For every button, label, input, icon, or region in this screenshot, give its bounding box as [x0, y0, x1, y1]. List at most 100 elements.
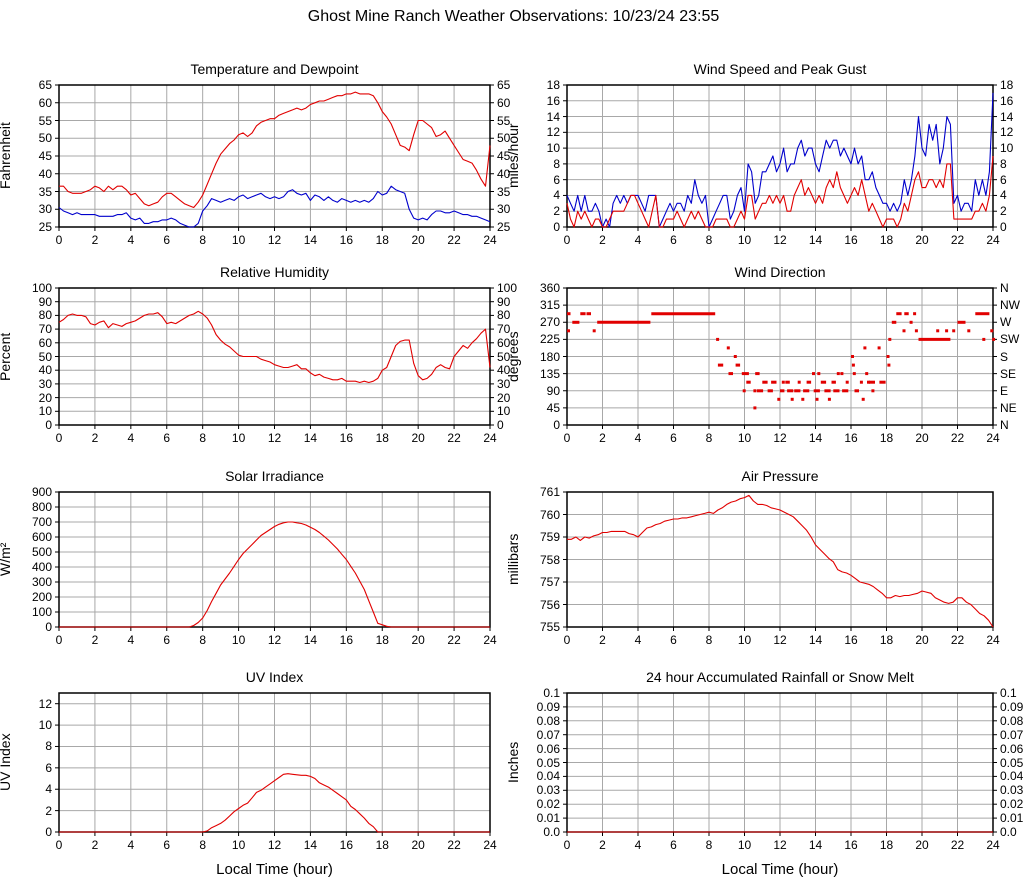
y-axis-label: Fahrenheit — [0, 122, 13, 190]
x-tick-label: 14 — [808, 431, 823, 445]
x-tick-label: 14 — [808, 233, 823, 247]
right-tick-label: 0.05 — [1000, 755, 1024, 770]
right-tick-label: N — [1000, 281, 1009, 295]
x-tick-label: 16 — [844, 431, 858, 445]
y-tick-label: 0.07 — [536, 727, 560, 742]
x-tick-label: 8 — [199, 838, 206, 852]
right-tick-label: 8 — [1000, 156, 1007, 171]
relative-humidity-chart: Relative Humidity Percent 0 2 4 6 8 10 12 14 16 1… — [0, 264, 517, 444]
right-tick-label: 0.07 — [1000, 727, 1024, 742]
y-axis-label: Percent — [0, 332, 13, 381]
y-tick-label: 10 — [38, 404, 52, 419]
y-tick-label: 400 — [31, 560, 52, 574]
right-tick-label: 50 — [497, 349, 511, 364]
x-tick-label: 6 — [670, 431, 677, 445]
x-tick-label: 16 — [339, 838, 354, 852]
x-tick-label: 6 — [670, 838, 677, 852]
y-tick-label: 50 — [38, 131, 52, 146]
x-tick-label: 2 — [599, 431, 606, 445]
x-tick-label: 24 — [483, 838, 497, 852]
x-tick-label: 6 — [163, 233, 171, 247]
x-tick-label: 18 — [879, 838, 894, 852]
x-tick-label: 4 — [127, 233, 135, 247]
right-tick-label: 0.01 — [1000, 811, 1024, 826]
plot-area — [55, 287, 494, 429]
y-tick-label: 180 — [539, 349, 560, 364]
x-tick-label: 22 — [950, 633, 965, 647]
y-tick-label: 2 — [553, 204, 560, 219]
x-tick-label: 20 — [915, 233, 929, 247]
y-tick-label: 0.04 — [536, 769, 560, 784]
x-tick-label: 8 — [705, 633, 713, 647]
x-tick-label: 6 — [163, 431, 171, 445]
chart-title: Temperature and Dewpoint — [190, 61, 359, 77]
x-tick-label: 2 — [599, 233, 606, 247]
right-tick-label: 0.08 — [1000, 713, 1024, 728]
x-tick-label: 0 — [563, 633, 571, 647]
x-tick-label: 16 — [844, 633, 858, 647]
x-tick-label: 2 — [91, 838, 99, 852]
y-tick-label: 225 — [539, 332, 560, 347]
right-tick-label: 60 — [497, 335, 511, 350]
y-tick-label: 600 — [31, 530, 52, 544]
y-tick-label: 14 — [546, 109, 560, 124]
x-axis-label: Local Time (hour) — [216, 861, 333, 878]
x-tick-label: 20 — [411, 233, 425, 247]
right-tick-label: 65 — [497, 78, 511, 92]
right-tick-label: SW — [1000, 332, 1020, 347]
x-tick-label: 8 — [199, 431, 206, 445]
right-tick-label: 100 — [497, 281, 518, 295]
x-tick-label: 8 — [705, 838, 713, 852]
right-tick-label: 50 — [497, 131, 511, 146]
x-tick-label: 18 — [375, 431, 389, 445]
x-tick-label: 2 — [599, 838, 606, 852]
right-tick-label: 0.02 — [1000, 797, 1024, 812]
x-tick-label: 10 — [231, 233, 246, 247]
x-tick-label: 16 — [844, 838, 858, 852]
x-tick-label: 2 — [91, 431, 99, 445]
right-tick-label: 10 — [497, 404, 511, 419]
right-tick-label: 55 — [497, 113, 511, 128]
y-tick-label: 0.03 — [536, 783, 560, 798]
y-tick-label: 16 — [546, 93, 560, 108]
y-tick-label: 25 — [38, 220, 52, 234]
rainfall-chart: 24 hour Accumulated Rainfall or Snow Mel… — [505, 669, 1023, 878]
right-tick-label: 0.0 — [1000, 825, 1017, 839]
right-tick-label: NE — [1000, 400, 1017, 415]
x-tick-label: 18 — [879, 233, 894, 247]
x-tick-label: 10 — [737, 431, 752, 445]
y-axis-label: Inches — [505, 741, 521, 784]
y-tick-label: 757 — [539, 575, 560, 589]
right-tick-label: 80 — [497, 308, 511, 323]
y-tick-label: 12 — [546, 125, 560, 140]
y-tick-label: 8 — [553, 156, 560, 171]
y-tick-label: 800 — [31, 500, 52, 514]
y-tick-label: 315 — [539, 298, 560, 313]
wind-direction-chart: Wind Direction degrees 0 2 4 6 8 10 12 14 16 18 20… — [505, 264, 1020, 444]
plot-area — [563, 491, 994, 631]
right-tick-label: 4 — [1000, 188, 1007, 203]
right-tick-label: 2 — [1000, 204, 1007, 219]
y-tick-label: 100 — [31, 281, 52, 295]
x-tick-label: 0 — [55, 633, 63, 647]
right-tick-label: NW — [1000, 298, 1020, 313]
x-tick-label: 12 — [773, 838, 787, 852]
plot-area — [563, 84, 997, 231]
chart-title: Wind Direction — [734, 264, 826, 280]
y-tick-label: 18 — [546, 78, 560, 92]
x-tick-label: 22 — [950, 431, 965, 445]
x-tick-label: 24 — [986, 838, 1000, 852]
y-tick-label: 6 — [45, 760, 52, 775]
y-tick-label: 300 — [31, 575, 52, 589]
y-tick-label: 40 — [38, 363, 52, 378]
x-tick-label: 14 — [303, 633, 318, 647]
x-tick-label: 10 — [737, 233, 752, 247]
page-header: Ghost Mine Ranch Weather Observations: 1… — [0, 8, 1027, 26]
y-tick-label: 755 — [539, 620, 560, 634]
y-tick-label: 45 — [38, 149, 52, 163]
y-tick-label: 0.06 — [536, 741, 560, 756]
right-tick-label: 30 — [497, 202, 511, 217]
x-tick-label: 22 — [950, 233, 965, 247]
x-tick-label: 20 — [915, 431, 929, 445]
